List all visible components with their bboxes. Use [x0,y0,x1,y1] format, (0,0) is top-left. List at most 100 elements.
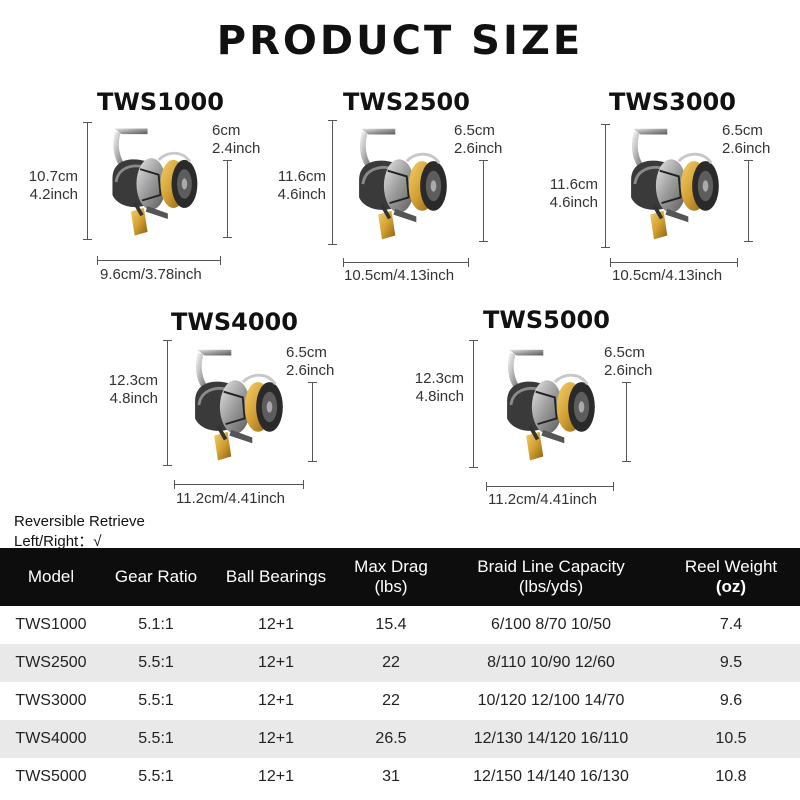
reel-image-tws3000 [612,118,736,252]
reel-image-tws2500 [340,118,464,252]
table-header-row: Model Gear Ratio Ball Bearings Max Drag(… [0,548,800,606]
cell-max-drag: 26.5 [342,720,440,758]
cell-gear-ratio: 5.5:1 [138,768,174,785]
cell-model: TWS1000 [15,616,87,633]
cell-reel-weight: 7.4 [719,616,743,633]
cell-gear-ratio: 5.5:1 [102,644,210,682]
cell-gear-ratio: 5.1:1 [138,616,174,633]
cell-model: TWS5000 [15,768,87,785]
model-name-tws5000: TWS5000 [483,306,610,334]
header-model: Model [0,548,102,606]
specs-table: Model Gear Ratio Ball Bearings Max Drag(… [0,548,800,796]
page-title: PRODUCT SIZE [216,18,584,64]
spool-cm: 6.5cm [604,344,645,361]
cell-ball-bearings: 12+1 [257,768,295,785]
spool-in: 2.6inch [454,140,503,157]
height-line-tws5000 [469,340,478,468]
cell-max-drag: 15.4 [375,616,407,633]
header-braid-capacity: Braid Line Capacity (lbs/yds) [440,548,662,606]
model-name-tws1000: TWS1000 [97,88,224,116]
cell-model: TWS3000 [15,692,87,709]
cell-braid-capacity: 10/120 12/100 14/70 [477,692,625,709]
height-label-tws1000: 10.7cm 4.2inch [16,168,78,204]
width-label-tws3000: 10.5cm/4.13inch [612,267,723,284]
cell-braid-capacity: 8/110 10/90 12/60 [440,644,662,682]
spool-line-tws5000 [622,382,631,462]
height-label-tws4000: 12.3cm 4.8inch [96,372,158,408]
reel-image-tws4000 [176,338,300,474]
width-line-tws5000 [486,482,614,491]
spool-cm: 6cm [212,122,241,139]
height-line-tws1000 [83,122,92,240]
cell-gear-ratio: 5.5:1 [102,720,210,758]
height-cm: 10.7cm [28,168,78,185]
table-row: TWS2500 5.5:1 12+1 22 8/110 10/90 12/60 … [0,644,800,682]
width-label-tws5000: 11.2cm/4.41inch [488,491,597,508]
cell-ball-bearings: 12+1 [257,616,295,633]
height-cm: 12.3cm [414,370,464,387]
cell-ball-bearings: 12+1 [210,644,342,682]
spool-in: 2.6inch [722,140,771,157]
width-line-tws4000 [174,480,304,489]
height-in: 4.2inch [29,186,78,203]
height-cm: 11.6cm [277,168,326,185]
height-label-tws2500: 11.6cm 4.6inch [264,168,326,204]
height-line-tws4000 [163,340,172,466]
table-row: TWS4000 5.5:1 12+1 26.5 12/130 14/120 16… [0,720,800,758]
spool-line-tws3000 [744,160,753,242]
table-row: TWS5000 5.5:1 12+1 31 12/150 14/140 16/1… [0,758,800,796]
spool-label-tws1000: 6cm 2.4inch [212,122,260,158]
reel-image-tws5000 [488,338,612,474]
reversible-note-line1: Reversible Retrieve [14,513,145,530]
spool-in: 2.4inch [212,140,261,157]
cell-ball-bearings: 12+1 [257,692,295,709]
spool-line-tws2500 [479,160,488,242]
cell-braid-capacity: 6/100 8/70 10/50 [490,616,612,633]
height-cm: 11.6cm [549,176,598,193]
width-line-tws3000 [610,258,738,267]
cell-model: TWS4000 [0,720,102,758]
width-line-tws2500 [343,258,469,267]
spool-line-tws1000 [223,160,232,238]
width-line-tws1000 [97,256,221,265]
cell-max-drag: 22 [382,692,400,709]
cell-braid-capacity: 12/130 14/120 16/110 [440,720,662,758]
spool-in: 2.6inch [286,362,335,379]
cell-reel-weight: 9.5 [662,644,800,682]
header-ball-bearings: Ball Bearings [210,548,342,606]
reversible-note-line2: Left/Right：√ [14,533,102,550]
cell-gear-ratio: 5.5:1 [138,692,174,709]
cell-reel-weight: 10.8 [715,768,747,785]
header-gear-ratio: Gear Ratio [102,548,210,606]
spool-label-tws5000: 6.5cm 2.6inch [604,344,652,380]
spool-cm: 6.5cm [722,122,763,139]
table-row: TWS1000 5.1:1 12+1 15.4 6/100 8/70 10/50… [0,606,800,644]
header-reel-weight: Reel Weight (oz) [662,548,800,606]
cell-reel-weight: 10.5 [662,720,800,758]
height-in: 4.6inch [549,194,598,211]
height-cm: 12.3cm [108,372,158,389]
cell-reel-weight: 9.6 [719,692,743,709]
cell-model: TWS2500 [0,644,102,682]
model-name-tws3000: TWS3000 [609,88,736,116]
width-label-tws1000: 9.6cm/3.78inch [100,266,202,283]
height-label-tws3000: 11.6cm 4.6inch [536,176,598,212]
spool-cm: 6.5cm [454,122,495,139]
table-row: TWS3000 5.5:1 12+1 22 10/120 12/100 14/7… [0,682,800,720]
model-name-tws4000: TWS4000 [171,308,298,336]
spool-label-tws4000: 6.5cm 2.6inch [286,344,334,380]
height-label-tws5000: 12.3cm 4.8inch [402,370,464,406]
cell-braid-capacity: 12/150 14/140 16/130 [473,768,629,785]
model-name-tws2500: TWS2500 [343,88,470,116]
height-line-tws2500 [328,120,337,245]
spool-label-tws3000: 6.5cm 2.6inch [722,122,770,158]
height-in: 4.8inch [109,390,158,407]
header-max-drag: Max Drag (lbs) [342,548,440,606]
reel-image-tws1000 [94,118,214,248]
spool-cm: 6.5cm [286,344,327,361]
cell-max-drag: 22 [342,644,440,682]
spool-in: 2.6inch [604,362,653,379]
width-label-tws4000: 11.2cm/4.41inch [176,490,285,507]
height-in: 4.6inch [277,186,326,203]
cell-ball-bearings: 12+1 [210,720,342,758]
